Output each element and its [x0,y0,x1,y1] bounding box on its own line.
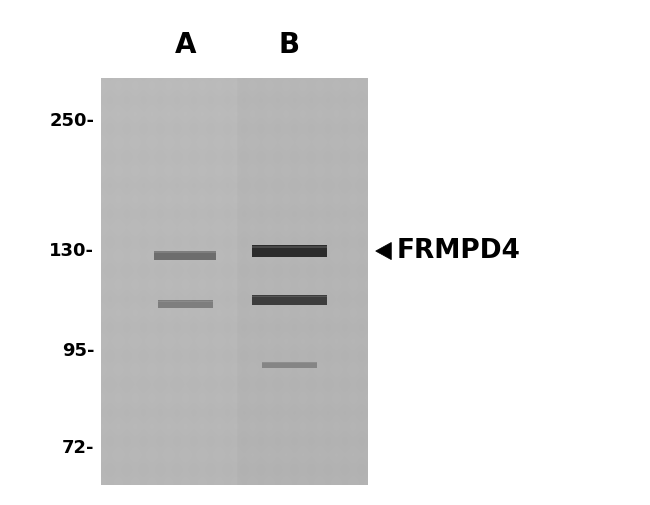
Bar [252,295,326,297]
Bar [252,295,326,305]
Bar [261,362,317,363]
Text: 95-: 95- [62,342,94,360]
Text: FRMPD4: FRMPD4 [396,238,521,264]
Bar [261,362,317,368]
Text: 130-: 130- [49,242,94,260]
Polygon shape [376,242,391,260]
Text: B: B [279,31,300,60]
Bar [252,245,326,257]
Text: 72-: 72- [62,439,94,457]
Text: A: A [174,31,196,60]
Bar [157,300,213,308]
Bar [157,301,213,302]
Bar [155,250,216,260]
Bar [252,246,326,248]
Bar [155,251,216,253]
Text: 250-: 250- [49,112,94,130]
